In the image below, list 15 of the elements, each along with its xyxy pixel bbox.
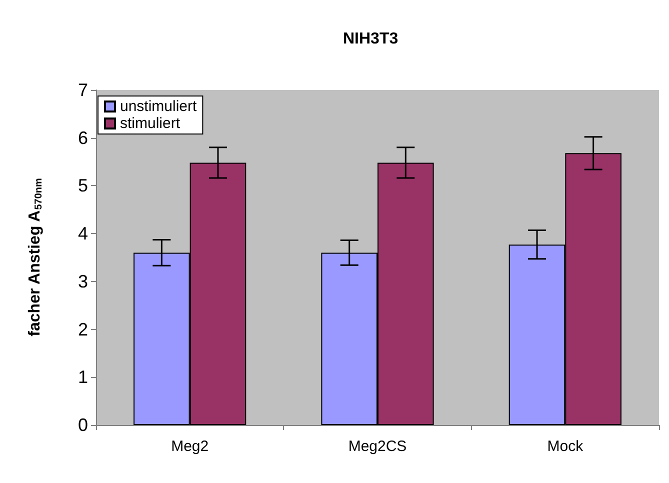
x-tick-label: Meg2 [171,438,209,455]
y-tick-label: 5 [78,176,88,196]
y-tick-label: 7 [78,80,88,100]
x-tick-label: Mock [547,438,584,455]
y-tick-label: 3 [78,271,88,292]
y-tick-label: 6 [78,128,88,148]
legend-label: stimuliert [120,115,181,132]
y-tick-label: 1 [78,367,88,388]
y-tick-label: 4 [78,224,88,244]
y-tick-label: 0 [78,415,88,435]
legend-label: unstimuliert [120,98,198,115]
y-tick-label: 2 [78,319,88,340]
chart-title: NIH3T3 [343,30,398,48]
x-tick-label: Meg2CS [348,438,407,455]
y-axis-title: facher Anstieg A570nm [26,178,44,336]
